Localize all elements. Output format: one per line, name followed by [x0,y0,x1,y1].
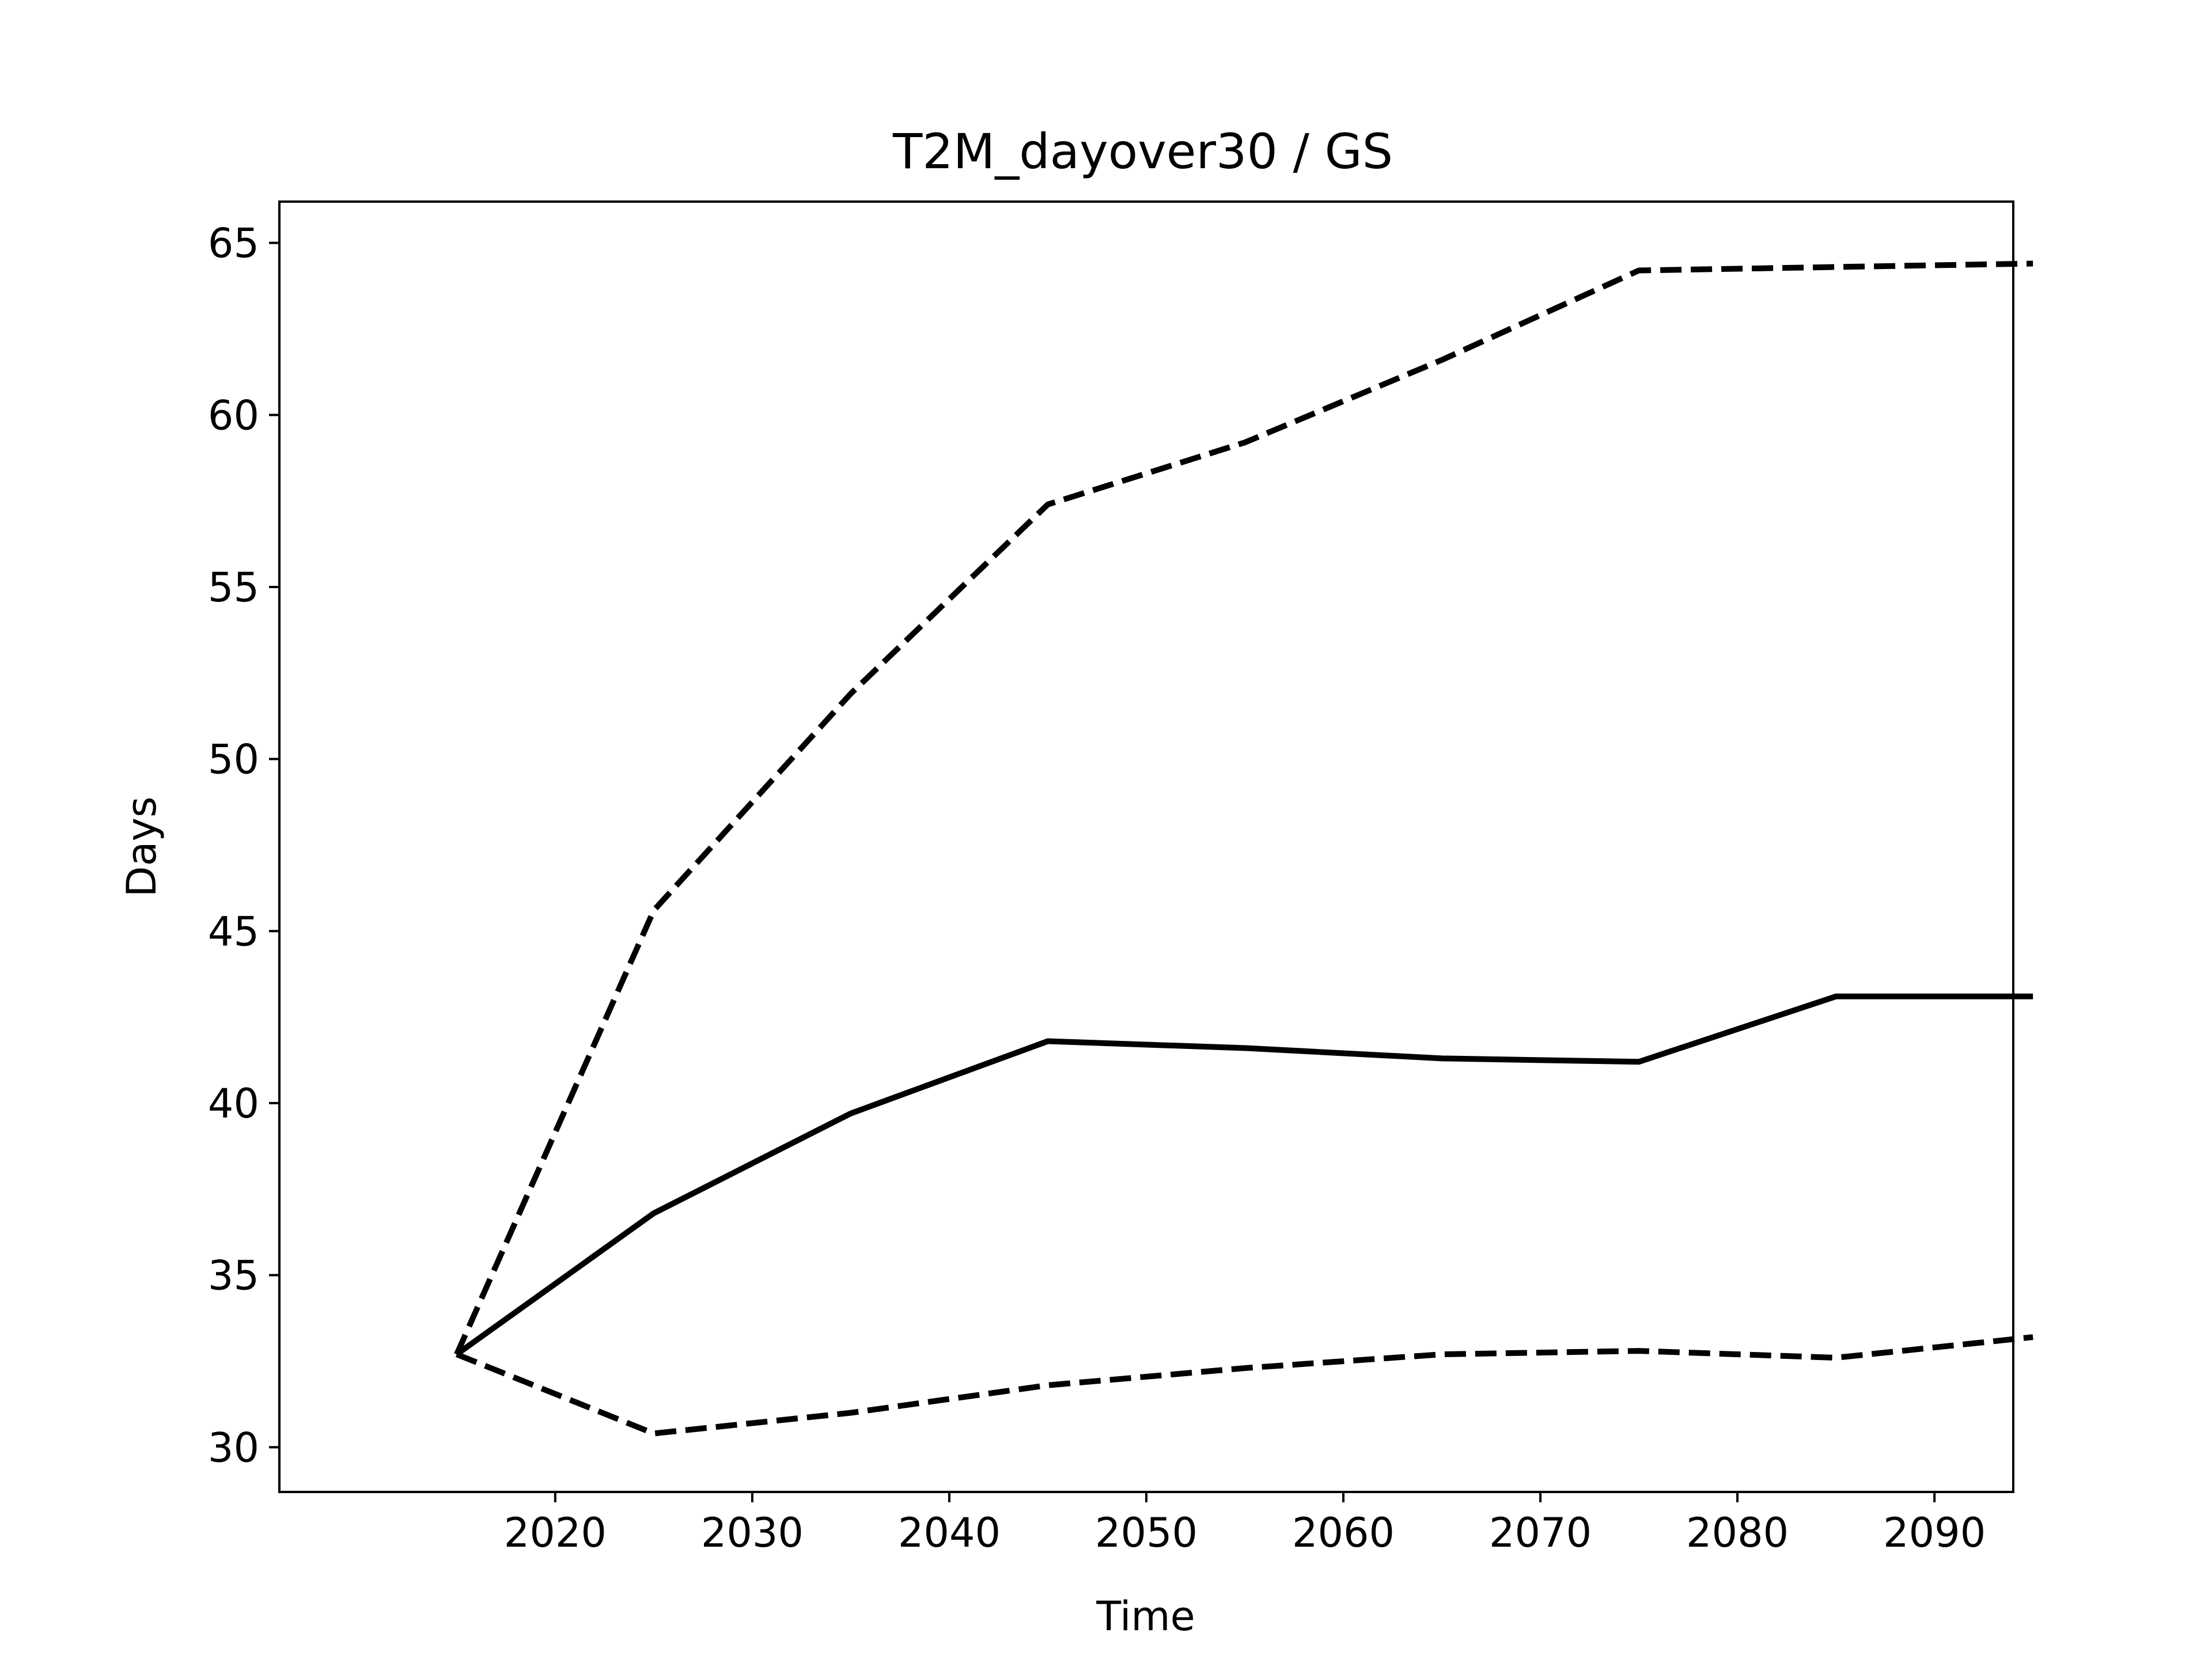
plot-lines [454,260,2033,1437]
y-tick-label: 65 [208,220,259,267]
y-tick-label: 35 [208,1252,259,1300]
y-axis-label: Days [118,797,165,897]
chart-title: T2M_dayover30 / GS [892,123,1393,180]
y-tick-label: 55 [208,564,259,611]
y-tick-label: 45 [208,908,259,955]
x-axis-label: Time [1096,1593,1195,1640]
x-tick-label: 2060 [1292,1509,1395,1556]
y-tick-label: 40 [208,1080,259,1127]
y-axis: 30 35 40 45 50 55 60 65 [208,220,279,1471]
y-tick-label: 50 [208,736,259,783]
x-tick-label: 2070 [1489,1509,1592,1556]
series-line-1 [454,260,2033,1356]
x-tick-label: 2020 [504,1509,607,1556]
y-tick-label: 60 [208,392,259,439]
x-tick-label: 2040 [898,1509,1001,1556]
x-axis: 2020 2030 2040 2050 2060 2070 2080 2090 [504,1492,1986,1556]
x-tick-label: 2080 [1686,1509,1789,1556]
series-line-2 [455,1334,2033,1437]
x-tick-label: 2030 [701,1509,804,1556]
series-line-0 [454,993,2033,1357]
y-tick-label: 30 [208,1424,259,1471]
x-tick-label: 2050 [1095,1509,1198,1556]
x-tick-label: 2090 [1883,1509,1986,1556]
